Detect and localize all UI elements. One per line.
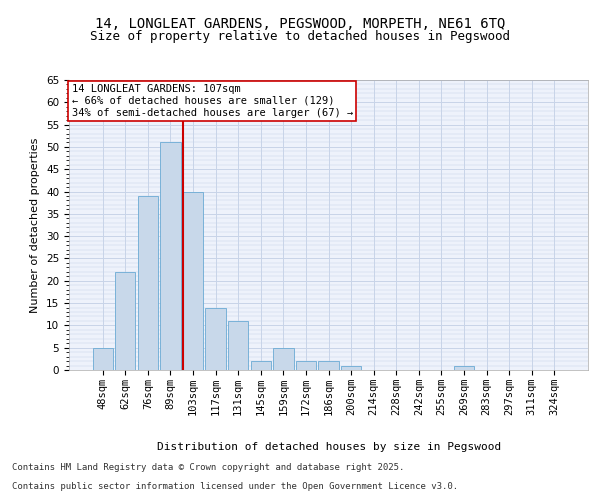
Bar: [160, 142, 181, 370]
Text: 14, LONGLEAT GARDENS, PEGSWOOD, MORPETH, NE61 6TQ: 14, LONGLEAT GARDENS, PEGSWOOD, MORPETH,…: [95, 18, 505, 32]
Text: Size of property relative to detached houses in Pegswood: Size of property relative to detached ho…: [90, 30, 510, 43]
Bar: [115, 272, 136, 370]
Bar: [296, 361, 316, 370]
Bar: [341, 366, 361, 370]
Bar: [273, 348, 293, 370]
Text: Distribution of detached houses by size in Pegswood: Distribution of detached houses by size …: [157, 442, 501, 452]
Text: Contains public sector information licensed under the Open Government Licence v3: Contains public sector information licen…: [12, 482, 458, 491]
Bar: [205, 308, 226, 370]
Bar: [454, 366, 474, 370]
Bar: [138, 196, 158, 370]
Text: Contains HM Land Registry data © Crown copyright and database right 2025.: Contains HM Land Registry data © Crown c…: [12, 464, 404, 472]
Bar: [228, 321, 248, 370]
Text: 14 LONGLEAT GARDENS: 107sqm
← 66% of detached houses are smaller (129)
34% of se: 14 LONGLEAT GARDENS: 107sqm ← 66% of det…: [71, 84, 353, 117]
Bar: [319, 361, 338, 370]
Y-axis label: Number of detached properties: Number of detached properties: [31, 138, 40, 312]
Bar: [183, 192, 203, 370]
Bar: [92, 348, 113, 370]
Bar: [251, 361, 271, 370]
